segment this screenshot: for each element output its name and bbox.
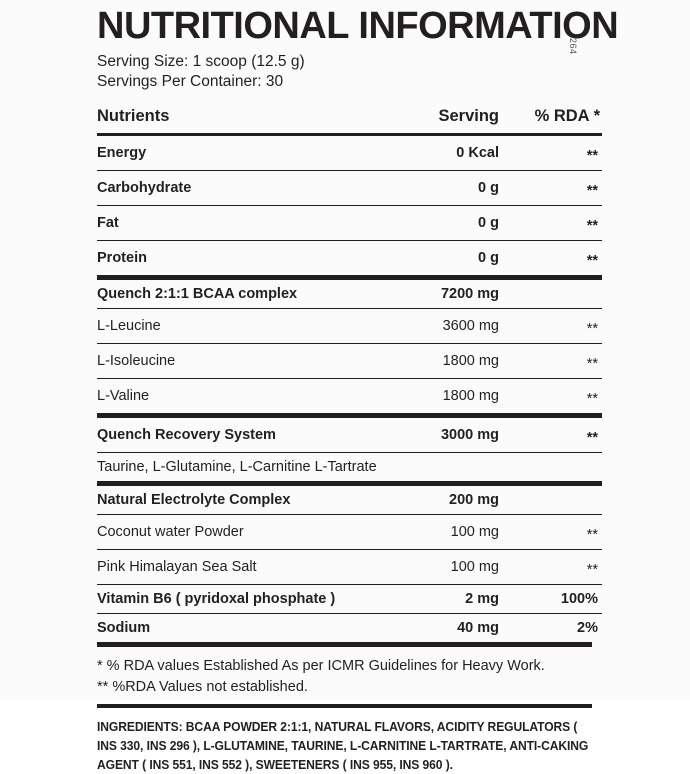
row-nutrient-name: Quench 2:1:1 BCAA complex — [97, 275, 389, 309]
table-row: Vitamin B6 ( pyridoxal phosphate ) 2 mg 10… — [97, 584, 602, 614]
row-serving-value: 7200 mg — [389, 275, 507, 309]
row-nutrient-name: Protein — [97, 240, 389, 278]
table-header-row: Nutrients Serving % RDA * — [97, 101, 602, 135]
row-rda-value: ** — [507, 378, 602, 416]
row-nutrient-name: Vitamin B6 ( pyridoxal phosphate ) — [97, 584, 389, 614]
row-serving-value: 0 Kcal — [389, 133, 507, 171]
row-nutrient-name: Sodium — [97, 613, 389, 642]
row-rda-value: ** — [507, 205, 602, 241]
row-serving-value: 0 g — [389, 240, 507, 278]
table-row: Energy 0 Kcal ** — [97, 133, 602, 171]
row-rda-value: ** — [507, 240, 602, 278]
row-nutrient-name: L-Valine — [97, 378, 389, 416]
footnotes-block: * % RDA values Established As per ICMR G… — [97, 647, 592, 704]
nutrition-label-panel: NUTRITIONAL INFORMATION Serving Size: 1 … — [97, 0, 619, 772]
row-rda-value: ** — [507, 170, 602, 206]
row-rda-value — [507, 452, 602, 484]
table-row: Fat 0 g ** — [97, 205, 602, 241]
row-serving-value: 2 mg — [389, 584, 507, 614]
row-rda-value: ** — [507, 549, 602, 585]
table-row: L-Isoleucine 1800 mg ** — [97, 343, 602, 379]
row-rda-value — [507, 275, 602, 309]
row-serving-value: 3000 mg — [389, 413, 507, 453]
row-serving-value: 100 mg — [389, 549, 507, 585]
row-rda-value: ** — [507, 413, 602, 453]
row-nutrient-name: L-Leucine — [97, 308, 389, 344]
row-rda-value — [507, 481, 602, 515]
row-serving-value: 200 mg — [389, 481, 507, 515]
column-header-rda: % RDA * — [534, 106, 600, 125]
column-header-serving: Serving — [438, 106, 499, 125]
serving-size-line: Serving Size: 1 scoop (12.5 g) — [97, 53, 305, 70]
row-serving-value: 40 mg — [389, 613, 507, 642]
row-serving-value: 1800 mg — [389, 343, 507, 379]
table-row: Taurine, L-Glutamine, L-Carnitine L-Tart… — [97, 452, 602, 484]
table-row: Carbohydrate 0 g ** — [97, 170, 602, 206]
row-nutrient-name: Energy — [97, 133, 389, 171]
row-rda-value: ** — [507, 343, 602, 379]
row-nutrient-name: Fat — [97, 205, 389, 241]
nutrition-table-body: Energy 0 Kcal ** Carbohydrate 0 g ** Fat 0 g ** P… — [97, 133, 602, 642]
row-rda-value: 2% — [507, 613, 602, 642]
row-nutrient-name: Carbohydrate — [97, 170, 389, 206]
row-rda-value: ** — [507, 514, 602, 550]
row-nutrient-name: L-Isoleucine — [97, 343, 389, 379]
row-nutrient-name: Pink Himalayan Sea Salt — [97, 549, 389, 585]
ingredients-text: INGREDIENTS: BCAA POWDER 2:1:1, NATURAL … — [97, 719, 589, 772]
row-serving-value: 3600 mg — [389, 308, 507, 344]
serving-info: Serving Size: 1 scoop (12.5 g) Servings … — [97, 52, 592, 92]
footnote-rda-source: * % RDA values Established As per ICMR G… — [97, 658, 545, 674]
table-row: Natural Electrolyte Complex 200 mg — [97, 481, 602, 515]
row-nutrient-name: Quench Recovery System — [97, 413, 389, 453]
servings-per-container-line: Servings Per Container: 30 — [97, 73, 284, 90]
row-serving-value: 100 mg — [389, 514, 507, 550]
row-serving-value: 0 g — [389, 170, 507, 206]
table-row: Protein 0 g ** — [97, 240, 602, 278]
row-serving-value — [389, 452, 507, 484]
table-row: Sodium 40 mg 2% — [97, 613, 602, 642]
table-row: L-Leucine 3600 mg ** — [97, 308, 602, 344]
table-row: Quench 2:1:1 BCAA complex 7200 mg — [97, 275, 602, 309]
row-nutrient-name: Natural Electrolyte Complex — [97, 481, 389, 515]
table-row: Coconut water Powder 100 mg ** — [97, 514, 602, 550]
row-serving-value: 1800 mg — [389, 378, 507, 416]
table-row: Pink Himalayan Sea Salt 100 mg ** — [97, 549, 602, 585]
table-row: L-Valine 1800 mg ** — [97, 378, 602, 416]
column-header-nutrients: Nutrients — [97, 106, 170, 125]
row-nutrient-name: Taurine, L-Glutamine, L-Carnitine L-Tart… — [97, 452, 389, 484]
footnote-rda-not-established: ** %RDA Values not established. — [97, 679, 308, 695]
row-rda-value: ** — [507, 133, 602, 171]
footnotes-top-rule — [97, 642, 592, 647]
side-code-label: 264 — [568, 38, 578, 55]
table-row: Quench Recovery System 3000 mg ** — [97, 413, 602, 453]
page-title: NUTRITIONAL INFORMATION — [97, 5, 619, 47]
nutrition-table: Nutrients Serving % RDA * Energy 0 Kcal **… — [97, 101, 602, 642]
row-rda-value: ** — [507, 308, 602, 344]
ingredients-block: INGREDIENTS: BCAA POWDER 2:1:1, NATURAL … — [97, 708, 592, 774]
row-serving-value: 0 g — [389, 205, 507, 241]
row-nutrient-name: Coconut water Powder — [97, 514, 389, 550]
row-rda-value: 100% — [507, 584, 602, 614]
